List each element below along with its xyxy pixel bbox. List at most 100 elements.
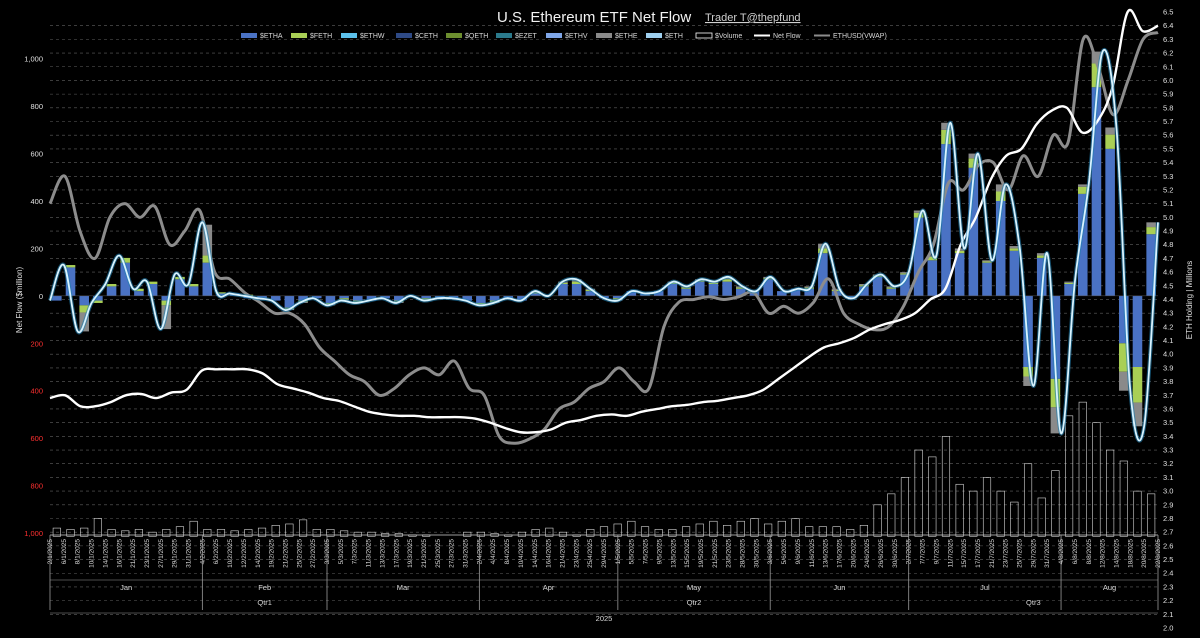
- flow-bar-etha: [804, 288, 814, 296]
- y-tick-label: 1,000: [24, 529, 43, 538]
- flow-bar-feth: [1091, 63, 1102, 88]
- y-tick-label: 400: [30, 387, 43, 396]
- flow-bar-etha: [489, 295, 500, 301]
- y-tick-label: 400: [30, 197, 43, 206]
- y2-tick-label: 3.2: [1163, 459, 1173, 468]
- flow-bar-etha: [65, 267, 76, 296]
- volume-bar: [271, 525, 280, 537]
- x-date-label: 14/4/2025: [532, 539, 539, 568]
- x-date-label: 24/6/2025: [864, 539, 871, 568]
- flow-bar-ethe: [1146, 222, 1156, 228]
- legend-label: $ETHA: [260, 33, 283, 40]
- x-date-label: 7/3/2025: [352, 539, 359, 565]
- volume-bar: [818, 526, 827, 537]
- flow-bar-feth: [571, 281, 582, 284]
- y2-tick-label: 4.3: [1163, 309, 1173, 318]
- y-tick-label: 800: [30, 102, 43, 111]
- volume-bar: [66, 529, 75, 537]
- volume-bar: [1119, 460, 1128, 537]
- flow-bar-etha: [175, 279, 185, 296]
- flow-bar-etha: [394, 295, 404, 301]
- x-date-label: 26/6/2025: [878, 539, 885, 568]
- flow-bar-etha: [1077, 193, 1088, 296]
- y2-tick-label: 2.5: [1163, 555, 1173, 564]
- flow-bar-etha: [1064, 284, 1074, 296]
- x-date-label: 23/1/2025: [144, 539, 151, 568]
- flow-bar-etha: [530, 293, 541, 296]
- legend-swatch: [496, 33, 512, 38]
- chart-credit[interactable]: Trader T@thepfund: [705, 12, 801, 24]
- x-date-label: 12/2/2025: [241, 539, 248, 568]
- flow-bar-etha: [941, 144, 951, 296]
- volume-bar: [1051, 470, 1060, 537]
- flow-bar-etha: [818, 253, 828, 296]
- legend-item: $Volume: [695, 32, 742, 40]
- volume-bar: [777, 520, 786, 537]
- volume-bar: [107, 529, 116, 537]
- flow-bar-etha: [1119, 295, 1129, 344]
- x-date-label: 21/3/2025: [421, 539, 428, 568]
- volume-bar: [257, 527, 267, 537]
- flow-bar-etha: [106, 286, 117, 296]
- flow-bar-ethe: [1105, 127, 1115, 135]
- flow-bar-etha: [954, 253, 965, 296]
- flow-bar-etha: [188, 286, 199, 296]
- legend-swatch: [596, 33, 612, 38]
- flow-bar-feth: [1009, 248, 1020, 251]
- x-date-label: 6/2/2025: [213, 539, 220, 565]
- flow-bar-ethe: [1064, 281, 1074, 283]
- x-date-label: 7/5/2025: [643, 539, 650, 565]
- volume-bar: [340, 530, 349, 537]
- legend-item: $ETHA: [241, 33, 283, 40]
- flow-bar-feth: [106, 284, 117, 287]
- volume-bar: [750, 518, 759, 537]
- flow-bar-etha: [995, 201, 1006, 296]
- volume-bar: [1023, 463, 1033, 537]
- flow-bar-feth: [722, 279, 732, 282]
- x-date-label: 7/7/2025: [920, 539, 927, 565]
- flow-bar-etha: [325, 295, 336, 303]
- legend-label: Net Flow: [773, 33, 802, 40]
- volume-bar: [873, 504, 882, 537]
- x-date-label: 6/8/2025: [1072, 539, 1079, 565]
- y2-tick-label: 6.0: [1163, 76, 1173, 85]
- volume-bar: [723, 525, 732, 537]
- y2-tick-label: 4.2: [1163, 322, 1173, 331]
- flow-bar-ethe: [1050, 407, 1061, 434]
- flow-bar-etha: [612, 295, 623, 299]
- y2-tick-label: 6.2: [1163, 49, 1173, 58]
- x-date-label: 27/1/2025: [158, 539, 165, 568]
- volume-bar: [764, 523, 773, 537]
- x-date-label: 21/7/2025: [989, 539, 996, 568]
- x-date-label: 16/4/2025: [546, 539, 553, 568]
- volume-bar: [682, 526, 691, 537]
- y2-tick-label: 2.1: [1163, 610, 1173, 619]
- x-date-label: 8/4/2025: [504, 539, 511, 565]
- y2-tick-label: 6.1: [1163, 62, 1173, 71]
- x-date-label: 5/3/2025: [338, 539, 345, 565]
- flow-bar-etha: [585, 291, 596, 296]
- volume-bars: [52, 401, 1156, 537]
- legend-label: $FETH: [310, 33, 332, 40]
- y2-tick-label: 4.8: [1163, 240, 1173, 249]
- legend-item: $ETHE: [596, 33, 638, 40]
- flow-bar-feth: [982, 261, 992, 263]
- x-date-label: 27/2/2025: [310, 539, 317, 568]
- flow-bar-feth: [120, 257, 131, 263]
- y2-tick-label: 3.6: [1163, 404, 1173, 413]
- flow-bar-etha: [216, 293, 226, 296]
- x-date-label: 14/8/2025: [1113, 539, 1120, 568]
- flow-bar-feth: [927, 256, 938, 261]
- y-tick-label: 800: [30, 482, 43, 491]
- x-date-label: 23/7/2025: [1003, 539, 1010, 568]
- volume-bar: [545, 527, 554, 537]
- legend-label: $ETH: [665, 33, 683, 40]
- volume-bar: [736, 520, 745, 537]
- y2-tick-label: 2.8: [1163, 514, 1173, 523]
- volume-bar: [367, 531, 376, 537]
- x-date-label: 16/1/2025: [116, 539, 123, 568]
- legend: $ETHA $FETH $ETHW $CETH $QETH $EZET $ETHV $ETHE…: [241, 32, 887, 40]
- x-date-label: 6/1/2025: [61, 539, 68, 565]
- y-axis-title: Net Flow ($million): [15, 267, 24, 334]
- volume-bar: [941, 436, 951, 537]
